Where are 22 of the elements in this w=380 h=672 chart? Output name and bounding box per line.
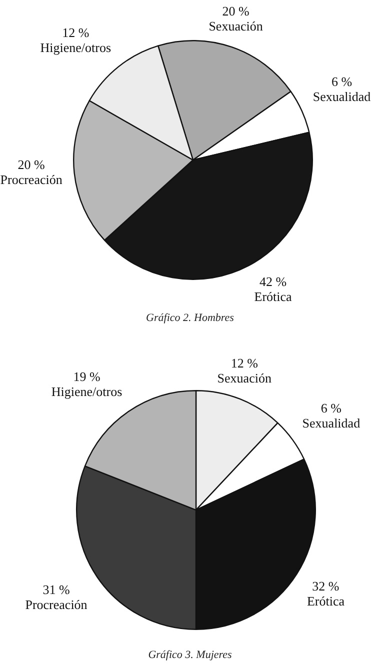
- slice-label: Higiene/otros: [40, 40, 112, 56]
- text: Gráfico 3. Mujeres: [147, 648, 233, 663]
- data-label: 31 %: [42, 582, 70, 597]
- data-label: 42 %: [260, 274, 287, 290]
- data-label: 12 %: [230, 356, 258, 371]
- data-label: 6 %: [320, 400, 342, 416]
- slice-label: Sexuación: [217, 370, 272, 386]
- slice-label: Procreación: [25, 596, 88, 612]
- slice-label: Erótica: [254, 289, 292, 304]
- data-label: 32 %: [312, 578, 340, 594]
- text: Gráfico 2. Hombres: [145, 311, 235, 326]
- slice-label: Sexuación: [208, 18, 264, 34]
- slice-label: Erótica: [306, 593, 345, 608]
- data-label: 20 %: [18, 157, 46, 172]
- slice-label: Sexualidad: [312, 89, 372, 104]
- data-label: 19 %: [73, 369, 100, 384]
- slice-label: Procreación: [0, 172, 63, 188]
- data-label: 12 %: [62, 25, 90, 40]
- data-label: 20 %: [222, 4, 250, 19]
- slice-label: Sexualidad: [302, 416, 361, 431]
- slice-label: Higiene/otros: [51, 384, 122, 400]
- data-label: 6 %: [331, 74, 352, 90]
